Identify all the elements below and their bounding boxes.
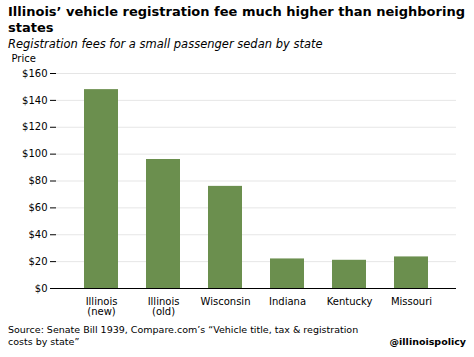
svg-text:$140: $140: [22, 95, 47, 106]
svg-text:$120: $120: [22, 122, 47, 133]
html-text:@illinoispolicy: @illinoispolicy: [389, 335, 466, 347]
svg-text:$60: $60: [28, 202, 47, 213]
svg-text:$160: $160: [22, 68, 47, 79]
svg-text:Indiana: Indiana: [269, 296, 306, 307]
svg-text:$40: $40: [28, 229, 47, 240]
html-text:Source: Senate Bill 1939, Comp: Source: Senate Bill 1939, Compare.com’s …: [8, 324, 359, 347]
svg-text:Illinois(new): Illinois(new): [86, 296, 118, 317]
svg-text:$0: $0: [35, 283, 48, 294]
html-text:Illinois’ vehicle registration: Illinois’ vehicle registration fee much …: [8, 4, 465, 35]
svg-text:$80: $80: [28, 175, 47, 186]
svg-text:Kentucky: Kentucky: [327, 296, 373, 307]
svg-text:Price: Price: [12, 53, 36, 64]
svg-text:$100: $100: [22, 149, 47, 160]
svg-text:$20: $20: [28, 256, 47, 267]
html-text:Registration fees for a small: Registration fees for a small passenger …: [8, 37, 323, 52]
svg-text:Illinois(old): Illinois(old): [148, 296, 180, 317]
svg-text:Wisconsin: Wisconsin: [201, 296, 251, 307]
svg-text:Missouri: Missouri: [391, 296, 432, 307]
